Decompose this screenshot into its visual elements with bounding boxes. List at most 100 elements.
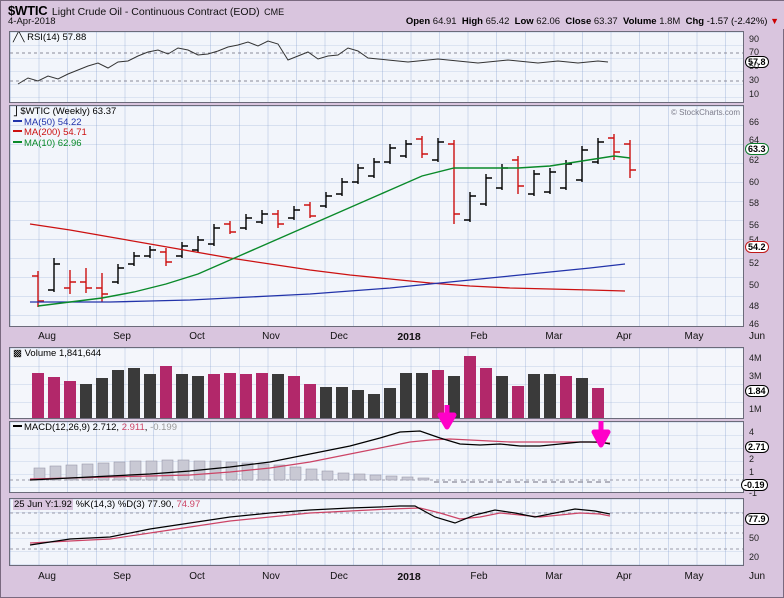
- ma200-legend: MA(200) 54.71: [13, 127, 116, 139]
- xtick-dec: Dec: [330, 331, 348, 342]
- ma10-legend: MA(10) 62.96: [13, 138, 116, 150]
- price-tick-52: 52: [749, 258, 760, 268]
- volume-tick-1m: 1M: [749, 404, 762, 414]
- xtick-bottom-jun: Jun: [748, 571, 766, 582]
- volume-tick-3m: 3M: [749, 371, 762, 381]
- annotation-arrow-right: [591, 421, 611, 448]
- macd-hist-value: -0.199: [150, 422, 177, 433]
- ma50-legend: MA(50) 54.22: [13, 117, 116, 129]
- volume-value: 1.8M: [659, 16, 681, 27]
- price-grid: [10, 106, 743, 326]
- price-tick-48: 48: [749, 301, 760, 311]
- rsi-legend: ╱╲ RSI(14) 57.88: [13, 32, 87, 44]
- rsi-icon: ╱╲: [13, 32, 25, 43]
- volume-bars-icon: ▩: [13, 348, 22, 359]
- xtick-nov: Nov: [262, 331, 280, 342]
- macd-value-pill: 2.71: [745, 441, 769, 453]
- price-tick-46: 46: [749, 319, 760, 329]
- stoch-plot: [10, 505, 743, 550]
- macd-signal-value: 2.911: [121, 422, 145, 433]
- stoch-d-value: 74.97: [176, 499, 201, 510]
- price-panel: ⎦ $WTIC (Weekly) 63.37 MA(50) 54.22 MA(2…: [9, 105, 744, 327]
- close-label: Close: [565, 16, 592, 27]
- macd-tick-1: 1: [749, 467, 755, 477]
- chart-header: $WTIC Light Crude Oil - Continuous Contr…: [1, 1, 784, 29]
- price-tick-62: 62: [749, 155, 760, 165]
- overlay-title: WTIC WKLY: [302, 106, 401, 110]
- chart-date: 4-Apr-2018: [8, 16, 56, 27]
- close-value: 63.37: [593, 16, 618, 27]
- macd-hist-pill: -0.19: [741, 479, 768, 491]
- price-tick-54: 54: [749, 235, 760, 245]
- price-tick-58: 58: [749, 198, 760, 208]
- x-axis-bottom: Aug Sep Oct Nov Dec 2018 Feb Mar Apr May…: [9, 571, 765, 587]
- watermark: © StockCharts.com: [670, 108, 740, 117]
- rsi-tick-90: 90: [749, 34, 760, 44]
- xtick-bottom-mar: Mar: [545, 571, 563, 582]
- xtick-bottom-dec: Dec: [330, 571, 348, 582]
- xtick-2018: 2018: [397, 331, 421, 343]
- high-value: 65.42: [485, 16, 510, 27]
- low-value: 62.06: [536, 16, 561, 27]
- chg-value: -1.57 (-2.42%): [706, 16, 768, 27]
- volume-label: Volume: [622, 16, 657, 27]
- xtick-bottom-feb: Feb: [470, 571, 488, 582]
- macd-swatch-icon: [13, 425, 22, 428]
- ma10-swatch-icon: [13, 140, 22, 143]
- rsi-tick-30: 30: [749, 75, 760, 85]
- down-triangle-icon: ▼: [770, 16, 779, 26]
- rsi-tick-10: 10: [749, 89, 760, 99]
- rsi-tick-50: 50: [749, 61, 760, 71]
- price-legend: ⎦ $WTIC (Weekly) 63.37 MA(50) 54.22 MA(2…: [13, 106, 117, 150]
- volume-panel: ▩ Volume 1,841,644: [9, 347, 744, 419]
- stoch-tick-50: 50: [749, 533, 760, 543]
- xtick-sep: Sep: [113, 331, 131, 342]
- macd-tick-4: 4: [749, 427, 755, 437]
- volume-tick-4m: 4M: [749, 353, 762, 363]
- volume-value-pill: 1.84: [745, 385, 769, 397]
- xtick-mar: Mar: [545, 331, 563, 342]
- xtick-bottom-2018: 2018: [397, 571, 421, 583]
- stoch-tick-20: 20: [749, 552, 760, 562]
- high-label: High: [461, 16, 483, 27]
- ma-value-pill: 54.2: [745, 241, 769, 253]
- stoch-value-pill: 77.9: [745, 513, 769, 525]
- low-label: Low: [514, 16, 534, 27]
- xtick-bottom-apr: Apr: [616, 571, 632, 582]
- xtick-bottom-may: May: [684, 571, 704, 582]
- xtick-bottom-nov: Nov: [262, 571, 280, 582]
- header-title: $WTIC Light Crude Oil - Continuous Contr…: [8, 2, 284, 20]
- stoch-name: %K(14,3) %D(3): [75, 499, 145, 510]
- crosshair-readout: 25 Jun Y:1.92: [13, 499, 73, 510]
- macd-legend: MACD(12,26,9) 2.712, 2.911, -0.199: [13, 422, 177, 434]
- xtick-feb: Feb: [470, 331, 488, 342]
- rsi-plot: [10, 40, 743, 85]
- price-legend-title: ⎦ $WTIC (Weekly) 63.37: [13, 106, 117, 117]
- stoch-legend: 25 Jun Y:1.92 %K(14,3) %D(3) 77.90, 74.9…: [13, 499, 201, 510]
- price-tick-50: 50: [749, 280, 760, 290]
- macd-tick-neg1: -1: [749, 488, 758, 498]
- xtick-bottom-sep: Sep: [113, 571, 131, 582]
- chg-label: Chg: [685, 16, 705, 27]
- price-tick-56: 56: [749, 220, 760, 230]
- xtick-bottom-aug: Aug: [38, 571, 56, 582]
- rsi-value-pill: 57.8: [745, 56, 769, 68]
- volume-legend-text: Volume 1,841,644: [24, 348, 102, 359]
- symbol-description: Light Crude Oil - Continuous Contract (E…: [51, 6, 260, 18]
- candle-icon: ⎦: [13, 106, 18, 117]
- symbol-ticker: $WTIC: [8, 3, 48, 18]
- price-plot: [29, 134, 636, 307]
- ma50-swatch-icon: [13, 119, 22, 122]
- macd-panel: MACD(12,26,9) 2.712, 2.911, -0.199: [9, 421, 744, 493]
- volume-legend: ▩ Volume 1,841,644: [13, 348, 102, 360]
- rsi-legend-text: RSI(14) 57.88: [27, 32, 87, 43]
- price-tick-64: 64: [749, 135, 760, 145]
- price-tick-66: 66: [749, 117, 760, 127]
- exchange-label: CME: [264, 7, 285, 17]
- price-value-pill: 63.3: [745, 143, 769, 155]
- volume-plot: [32, 356, 604, 418]
- macd-tick-2: 2: [749, 454, 755, 464]
- macd-value: 2.712: [92, 422, 117, 433]
- x-axis-top: Aug Sep Oct Nov Dec 2018 Feb Mar Apr May…: [9, 331, 765, 347]
